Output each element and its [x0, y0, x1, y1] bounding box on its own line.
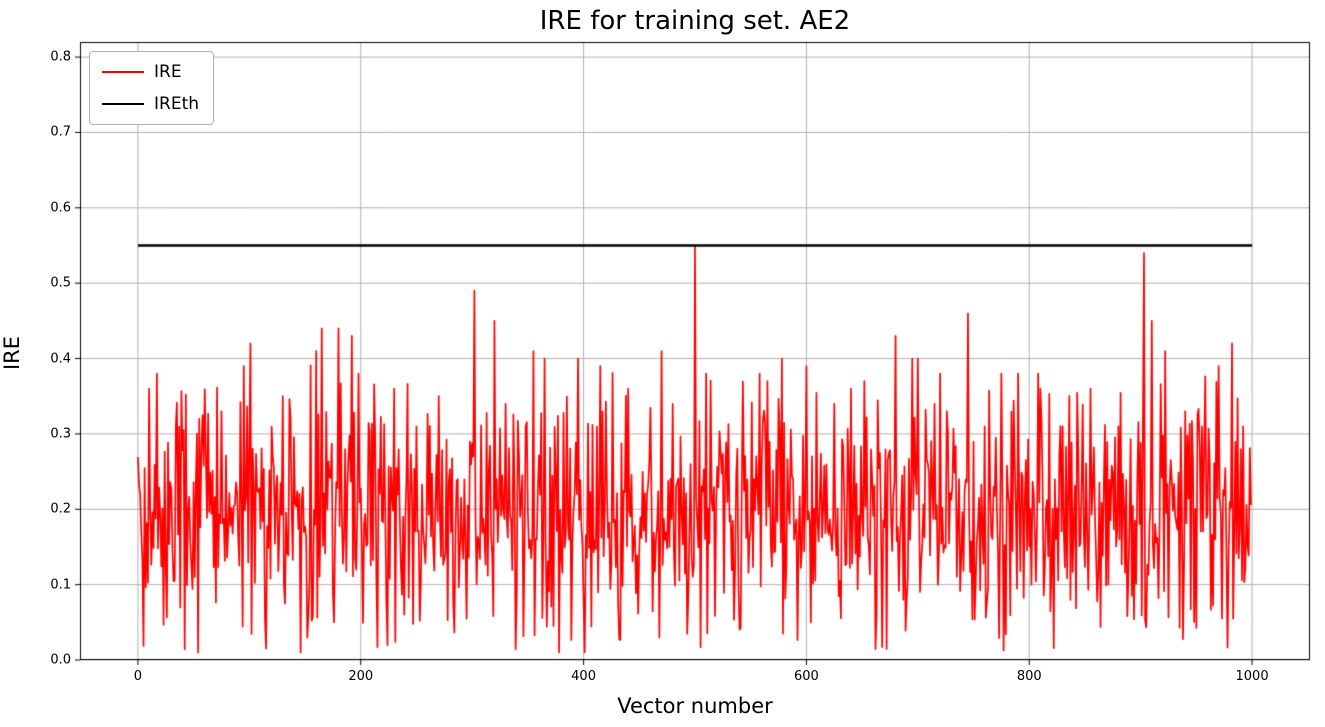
legend: IRE IREth	[89, 51, 215, 125]
y-axis-label: IRE	[0, 335, 24, 371]
legend-line-sample-red	[102, 71, 144, 73]
y-tick-label: 0.1	[50, 577, 71, 593]
y-tick-label: 0.2	[50, 501, 71, 517]
x-axis-label: Vector number	[617, 694, 773, 718]
x-tick-label: 600	[793, 669, 819, 684]
y-tick-label: 0.3	[50, 426, 71, 442]
x-tick-label: 800	[1016, 669, 1042, 684]
legend-line-sample-black	[102, 103, 144, 105]
legend-label-ire: IRE	[154, 62, 182, 82]
legend-entry-ireth: IREth	[102, 94, 199, 114]
y-tick-label: 0.6	[50, 200, 71, 216]
legend-label-ireth: IREth	[154, 94, 200, 114]
x-tick-label: 400	[571, 669, 596, 684]
x-tick-label: 200	[348, 669, 374, 684]
y-tick-label: 0.5	[50, 275, 71, 291]
x-tick-label: 1000	[1235, 669, 1269, 684]
chart-title: IRE for training set. AE2	[539, 6, 851, 36]
y-tick-label: 0.4	[50, 351, 71, 367]
x-tick-label: 0	[133, 669, 143, 684]
y-tick-label: 0.8	[50, 49, 71, 65]
y-tick-label: 0.0	[50, 652, 71, 668]
legend-entry-ire: IRE	[102, 62, 199, 82]
y-tick-label: 0.7	[50, 124, 71, 140]
